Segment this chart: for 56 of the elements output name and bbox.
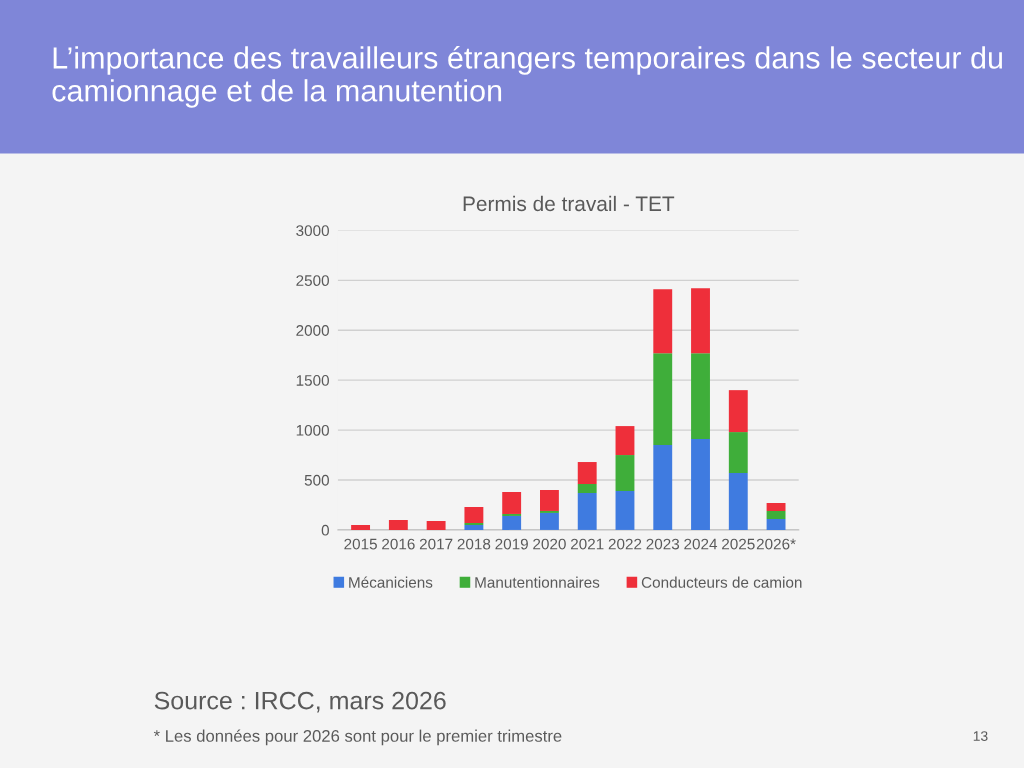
y-tick-label: 1500 — [296, 375, 329, 386]
bar — [539, 489, 559, 511]
x-tick-label: 2019 — [495, 538, 528, 550]
bar — [728, 473, 748, 530]
x-tick-label: 2023 — [646, 538, 680, 550]
bar — [464, 524, 484, 530]
bar — [653, 289, 673, 354]
y-tick-label: 0 — [321, 524, 329, 536]
bar — [728, 390, 748, 433]
text: 13 — [973, 731, 988, 742]
bar — [426, 520, 446, 530]
bar — [539, 512, 559, 530]
x-tick-label: 2022 — [608, 538, 642, 550]
x-tick-label: 2018 — [457, 538, 491, 550]
x-tick-label: 2015 — [344, 538, 377, 550]
bar — [615, 490, 635, 530]
chart-title: L’importance des travailleurs étrangers temporaires dans le secteur du camionnage et de la manutention — [52, 45, 1002, 108]
x-tick-label: 2026* — [756, 538, 796, 550]
legend-label: Conducteurs de camion — [641, 576, 802, 588]
y-tick-label: 2500 — [296, 275, 329, 287]
x-tick-label: 2020 — [533, 538, 566, 550]
bar — [577, 492, 597, 530]
source-note: Source : IRCC, mars 2026 — [154, 691, 446, 713]
bar — [766, 502, 786, 511]
chart-subtitle: Permis de travail - TET — [463, 195, 675, 212]
bar — [388, 519, 408, 530]
x-tick-label: 2025 — [722, 538, 755, 550]
bar — [766, 518, 786, 530]
bar — [539, 510, 559, 513]
bar — [615, 426, 635, 456]
y-tick-label: 1000 — [296, 424, 329, 436]
bar — [766, 510, 786, 519]
bar — [502, 515, 522, 530]
y-tick-label: 2000 — [296, 325, 329, 336]
x-tick-label: 2024 — [684, 538, 718, 550]
x-tick-label: 2021 — [570, 538, 604, 550]
bar — [577, 462, 597, 484]
bar — [464, 522, 484, 525]
x-tick-label: 2016 — [382, 538, 415, 550]
bar — [615, 455, 635, 491]
bar — [691, 353, 710, 440]
bar — [653, 445, 673, 530]
x-tick-label: 2017 — [419, 538, 453, 550]
y-tick-label: 500 — [304, 474, 329, 486]
text: * Les données pour 2026 sont pour le premier trimestre — [153, 729, 562, 746]
bar — [728, 432, 748, 474]
bar — [691, 288, 710, 354]
bar — [502, 491, 522, 514]
bar — [653, 353, 673, 446]
y-tick-label: 3000 — [296, 225, 329, 237]
legend-label: Mécaniciens — [349, 576, 433, 588]
bar — [464, 506, 484, 523]
bar — [351, 524, 371, 530]
bar — [691, 439, 710, 530]
legend-label: Manutentionnaires — [475, 576, 600, 588]
bar — [577, 483, 597, 493]
